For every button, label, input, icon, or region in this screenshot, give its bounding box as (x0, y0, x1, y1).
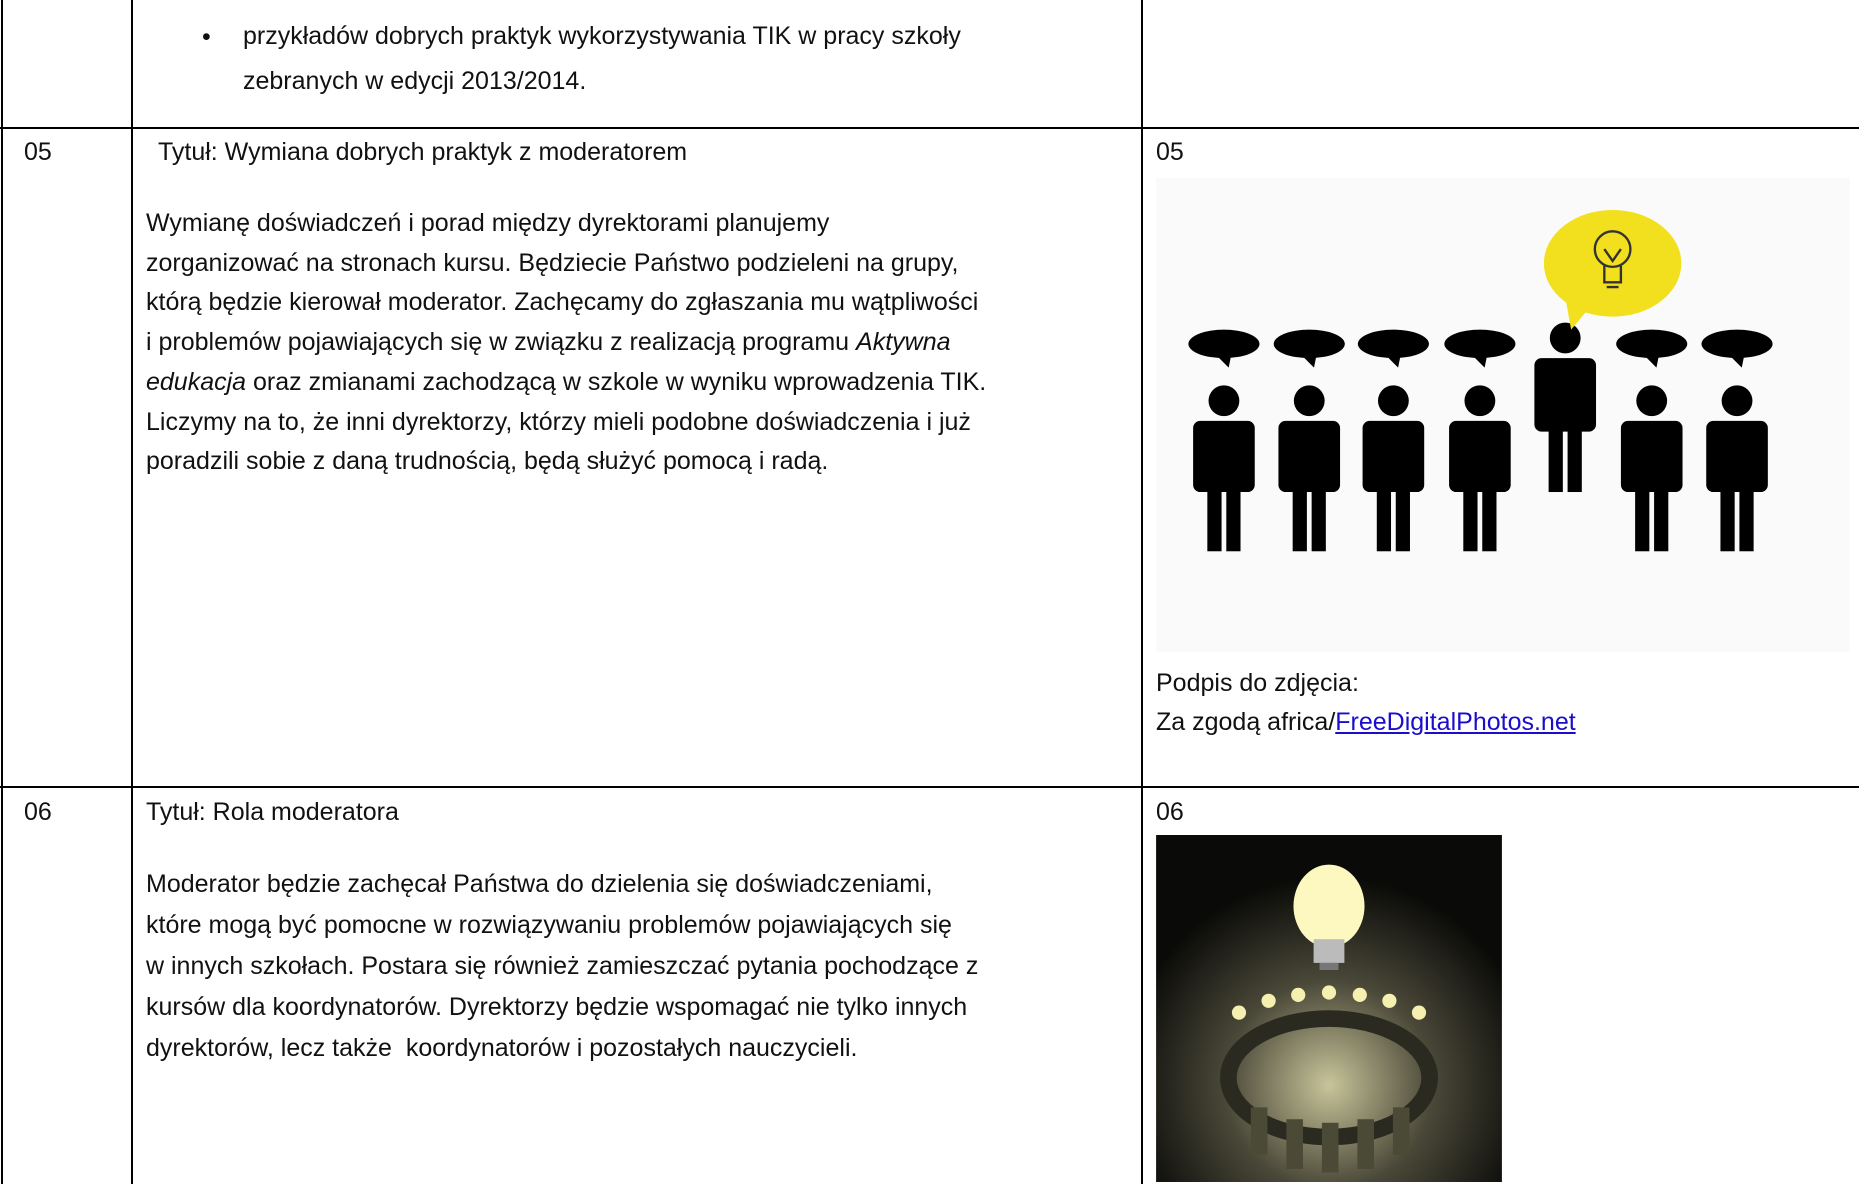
bullet-text: przykładów dobrych praktyk wykorzystywan… (243, 22, 961, 50)
text: oraz zmianami zachodzącą w szkole w wyni… (246, 367, 987, 396)
text: którą będzie kierował moderator. Zachęca… (146, 288, 979, 317)
paragraph-line: dyrektorów, lecz także koordynatorów i p… (146, 1033, 857, 1063)
image-people-speech (1156, 178, 1850, 652)
text: poradzili sobie z daną trudnością, będą … (146, 447, 829, 476)
paragraph-line: Wymianę doświadczeń i porad między dyrek… (146, 208, 829, 238)
paragraph-line: poradzili sobie z daną trudnością, będą … (146, 446, 828, 476)
paragraph-line: kursów dla koordynatorów. Dyrektorzy będ… (146, 992, 967, 1022)
caption: Podpis do zdjęcia: (1156, 669, 1359, 697)
table-border (0, 786, 1859, 788)
text: które mogą być pomocne w rozwiązywaniu p… (146, 911, 952, 939)
image-number: 06 (1156, 798, 1184, 826)
text: Wymianę doświadczeń i porad między dyrek… (146, 209, 830, 237)
caption-link[interactable]: FreeDigitalPhotos.net (1335, 708, 1576, 736)
text: w innych szkołach. Postara się również z… (146, 952, 979, 980)
text: zorganizować na stronach kursu. Będzieci… (146, 248, 959, 277)
row-number: 05 (24, 138, 52, 166)
table-border (131, 0, 133, 1184)
image-number: 05 (1156, 138, 1184, 166)
text: kursów dla koordynatorów. Dyrektorzy będ… (146, 993, 968, 1021)
paragraph-line: którą będzie kierował moderator. Zachęca… (146, 287, 978, 317)
italic-text: Aktywna (856, 328, 951, 357)
paragraph-line: w innych szkołach. Postara się również z… (146, 951, 978, 981)
italic-text: edukacja (146, 367, 247, 396)
table-border (1, 0, 3, 1184)
paragraph-line: edukacja oraz zmianami zachodzącą w szko… (146, 367, 986, 397)
text: dyrektorów, lecz także koordynatorów i p… (146, 1034, 858, 1062)
text: Liczymy na to, że inni dyrektorzy, którz… (146, 407, 971, 436)
bullet: • (202, 23, 211, 51)
paragraph-line: zorganizować na stronach kursu. Będzieci… (146, 248, 959, 278)
text: i problemów pojawiających się w związku … (146, 328, 857, 357)
paragraph-line: Liczymy na to, że inni dyrektorzy, którz… (146, 407, 971, 437)
paragraph-line: i problemów pojawiających się w związku … (146, 327, 951, 357)
row-number: 06 (24, 798, 52, 826)
row-title: Tytuł: Rola moderatora (146, 798, 399, 826)
caption: Za zgodą africa/FreeDigitalPhotos.net (1156, 708, 1576, 736)
bullet-text: zebranych w edycji 2013/2014. (243, 67, 587, 95)
paragraph-line: Moderator będzie zachęcał Państwa do dzi… (146, 869, 933, 899)
table-border (0, 127, 1859, 129)
table-border (1141, 0, 1143, 1184)
text: Moderator będzie zachęcał Państwa do dzi… (146, 870, 933, 898)
paragraph-line: które mogą być pomocne w rozwiązywaniu p… (146, 910, 952, 940)
image-lightbulb-circle (1156, 835, 1502, 1182)
row-title: Tytuł: Wymiana dobrych praktyk z moderat… (158, 138, 688, 166)
